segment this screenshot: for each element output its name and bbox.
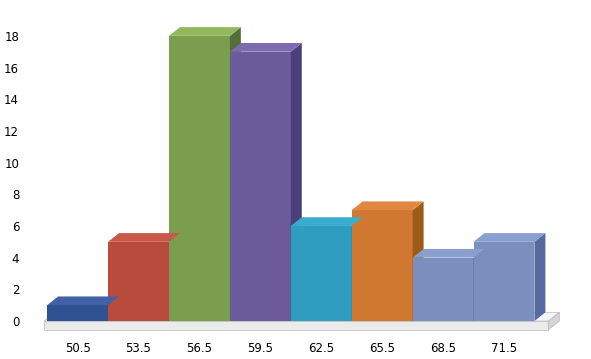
- Polygon shape: [534, 233, 545, 321]
- Polygon shape: [352, 201, 424, 210]
- Polygon shape: [230, 27, 241, 321]
- Polygon shape: [44, 312, 560, 321]
- Polygon shape: [47, 305, 108, 321]
- Polygon shape: [473, 242, 534, 321]
- Polygon shape: [473, 249, 485, 321]
- Polygon shape: [291, 43, 302, 321]
- Polygon shape: [169, 36, 230, 321]
- Polygon shape: [352, 210, 413, 321]
- Polygon shape: [108, 233, 180, 242]
- Polygon shape: [108, 297, 119, 321]
- Polygon shape: [413, 249, 485, 258]
- Polygon shape: [169, 27, 241, 36]
- Polygon shape: [291, 226, 352, 321]
- Polygon shape: [413, 201, 424, 321]
- Polygon shape: [291, 217, 363, 226]
- Polygon shape: [230, 52, 291, 321]
- Polygon shape: [169, 233, 180, 321]
- Polygon shape: [47, 297, 119, 305]
- Polygon shape: [352, 217, 363, 321]
- Polygon shape: [230, 43, 302, 52]
- Polygon shape: [548, 312, 560, 330]
- Polygon shape: [44, 321, 548, 330]
- Polygon shape: [108, 242, 169, 321]
- Polygon shape: [413, 258, 473, 321]
- Polygon shape: [473, 233, 545, 242]
